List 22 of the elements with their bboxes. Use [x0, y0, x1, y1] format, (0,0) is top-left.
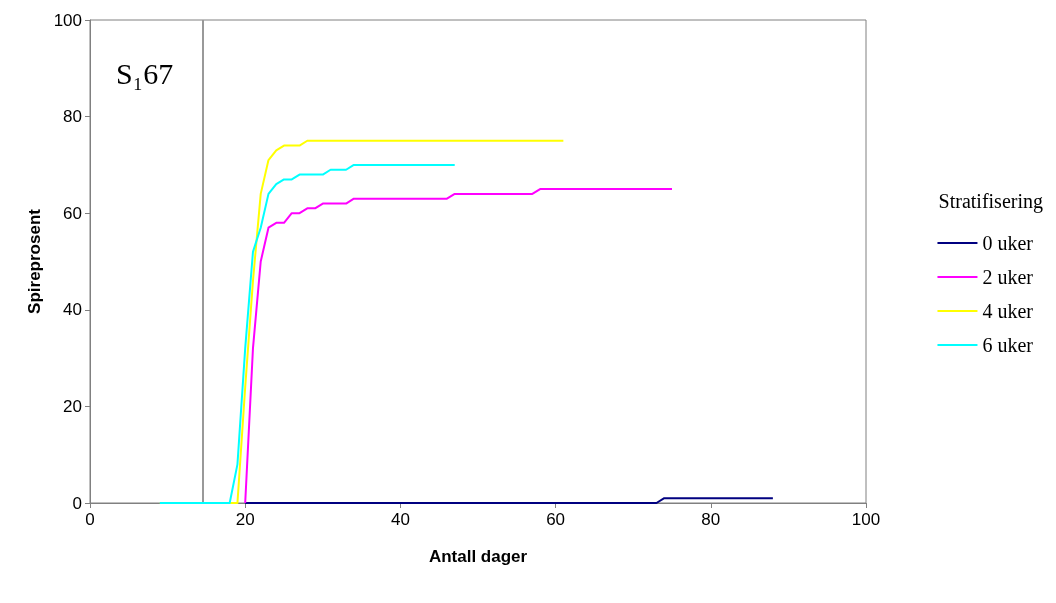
x-tick-label: 100 — [851, 510, 881, 529]
legend-label: 6 uker — [982, 334, 1034, 356]
x-axis-title: Antall dager — [428, 547, 528, 566]
annotation: S₁67 — [116, 56, 174, 90]
y-tick-label: 0 — [72, 493, 82, 513]
x-tick-label: 20 — [235, 510, 255, 529]
y-tick-label: 60 — [63, 203, 82, 223]
legend-label: 2 uker — [982, 266, 1034, 288]
legend-title: Stratifisering — [938, 190, 1044, 213]
line-series — [244, 188, 673, 504]
x-tick-label: 80 — [701, 510, 721, 529]
x-tick-label: 60 — [546, 510, 566, 529]
y-tick-label: 40 — [63, 300, 82, 320]
y-tick-label: 20 — [63, 396, 82, 416]
y-tick-label: 100 — [53, 10, 82, 30]
y-axis-title: Spireprosent — [24, 208, 44, 314]
line-series — [158, 163, 456, 504]
legend-label: 4 uker — [982, 300, 1034, 322]
x-tick-label: 40 — [390, 510, 410, 529]
legend-label: 0 uker — [982, 232, 1034, 254]
y-tick-label: 80 — [63, 107, 82, 127]
x-tick-label: 0 — [85, 510, 95, 529]
